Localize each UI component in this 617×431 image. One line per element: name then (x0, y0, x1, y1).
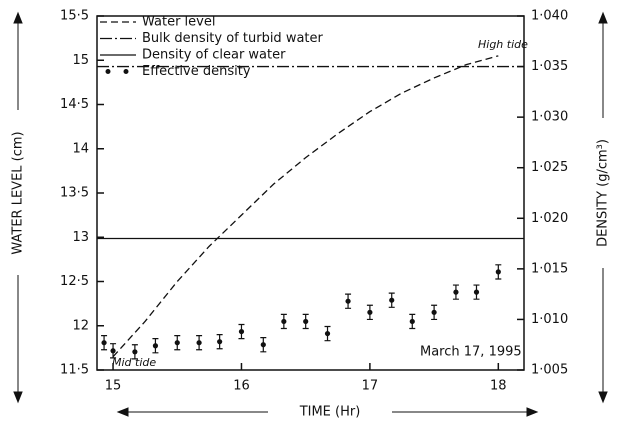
y-arrows (13, 11, 23, 404)
y2-tick-label: 1·015 (531, 261, 568, 276)
data-point (101, 340, 107, 346)
data-point (174, 340, 180, 346)
y2-axis-label: DENSITY (g/cm³) (596, 139, 611, 247)
data-point (324, 330, 331, 337)
legend-label: Effective density (142, 64, 251, 79)
y2-tick-label: 1·030 (531, 110, 568, 125)
data-point (132, 349, 138, 355)
data-point (345, 298, 351, 304)
y2-tick-label: 1·025 (531, 160, 568, 175)
y-tick-label: 14 (72, 141, 89, 156)
data-point (389, 297, 395, 303)
legend-marker (105, 69, 111, 74)
y2-tick-label: 1·010 (531, 312, 568, 327)
data-point (495, 269, 501, 275)
data-point (431, 309, 437, 315)
x-tick-label: 17 (362, 379, 379, 394)
y-tick-label: 15·5 (60, 9, 89, 24)
data-point (367, 309, 373, 315)
y-tick-label: 11·5 (60, 363, 89, 378)
data-point (196, 340, 202, 346)
y-tick-label: 12·5 (60, 274, 89, 289)
legend-label: Water level (142, 15, 215, 30)
y-tick-label: 13 (72, 230, 89, 245)
x-arrows (116, 407, 539, 417)
data-point (217, 339, 223, 345)
data-point (110, 348, 116, 354)
x-tick-label: 18 (490, 379, 507, 394)
legend-label: Bulk density of turbid water (142, 31, 324, 46)
annotation: Mid tide (112, 356, 156, 369)
y2-tick-label: 1·035 (531, 59, 568, 74)
y-axis-label: WATER LEVEL (cm) (11, 131, 26, 254)
x-axis-label: TIME (Hr) (299, 405, 361, 420)
data-point (473, 289, 480, 295)
data-point (152, 343, 159, 349)
data-point (453, 289, 459, 295)
y-tick-label: 13·5 (60, 186, 89, 201)
y2-tick-label: 1·020 (531, 211, 568, 226)
annotation: High tide (478, 38, 528, 51)
y2-arrows (598, 11, 608, 404)
data-point (281, 318, 287, 325)
legend-label: Density of clear water (142, 48, 286, 63)
y2-tick-label: 1·005 (531, 363, 568, 378)
data-point (260, 342, 266, 348)
y-tick-label: 14·5 (60, 97, 89, 112)
data-point (409, 318, 415, 325)
x-tick-label: 16 (233, 379, 250, 394)
legend-marker (123, 69, 129, 74)
x-tick-label: 15 (105, 379, 122, 394)
y-tick-label: 15 (72, 53, 89, 68)
data-point (303, 318, 309, 325)
y-tick-label: 12 (72, 318, 89, 333)
data-line (112, 55, 499, 358)
y2-tick-label: 1·040 (531, 9, 568, 24)
annotation: March 17, 1995 (420, 345, 522, 360)
data-point (238, 328, 245, 335)
